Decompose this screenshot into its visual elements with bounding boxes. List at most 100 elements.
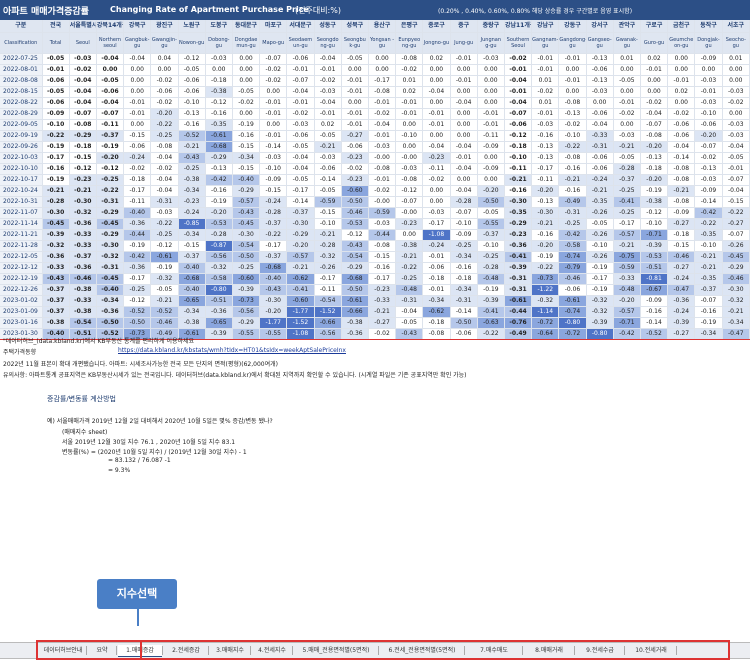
table-cell[interactable]: -0.15 [69, 152, 97, 164]
table-cell[interactable]: -0.19 [694, 317, 723, 329]
table-cell[interactable]: -0.01 [395, 97, 424, 109]
table-cell[interactable]: -0.59 [368, 207, 397, 219]
table-cell[interactable]: -0.04 [286, 163, 315, 175]
table-cell[interactable]: -0.61 [341, 295, 369, 307]
table-cell[interactable]: -0.18 [667, 229, 696, 241]
table-cell[interactable]: -0.33 [586, 130, 614, 142]
table-cell[interactable]: 0.02 [640, 53, 669, 65]
table-cell[interactable]: -0.29 [722, 262, 750, 274]
table-cell[interactable]: -0.04 [722, 185, 750, 197]
table-cell[interactable]: -0.13 [531, 141, 560, 153]
table-cell[interactable]: -0.01 [368, 130, 397, 142]
table-cell[interactable]: -0.26 [586, 229, 614, 241]
table-cell[interactable]: -0.04 [640, 108, 669, 120]
table-cell[interactable]: -0.45 [722, 251, 750, 263]
table-cell[interactable]: -0.25 [232, 262, 261, 274]
table-cell[interactable]: -0.01 [422, 284, 451, 296]
table-cell[interactable]: -0.38 [42, 317, 70, 329]
table-cell[interactable]: 0.00 [259, 119, 288, 131]
table-cell[interactable]: -0.17 [368, 273, 397, 285]
table-cell[interactable]: -0.09 [259, 174, 288, 186]
table-cell[interactable]: -0.08 [69, 119, 97, 131]
table-cell[interactable]: -0.18 [69, 141, 97, 153]
row-date[interactable]: 2022-10-31 [0, 196, 43, 208]
table-cell[interactable]: -0.01 [450, 53, 478, 65]
table-cell[interactable]: -0.27 [667, 328, 696, 340]
table-cell[interactable]: -0.21 [558, 174, 587, 186]
table-cell[interactable]: -0.37 [96, 130, 125, 142]
table-cell[interactable]: -0.14 [640, 317, 669, 329]
table-cell[interactable]: -0.60 [286, 295, 315, 307]
table-cell[interactable]: -0.32 [531, 295, 560, 307]
table-cell[interactable]: -0.33 [69, 229, 97, 241]
table-cell[interactable]: -0.14 [667, 152, 696, 164]
table-cell[interactable]: -0.54 [314, 295, 342, 307]
table-cell[interactable]: -0.01 [450, 152, 478, 164]
table-cell[interactable]: -0.49 [150, 328, 179, 340]
table-cell[interactable]: -0.06 [286, 130, 315, 142]
table-cell[interactable]: -0.18 [123, 174, 152, 186]
table-cell[interactable]: 0.00 [722, 75, 750, 87]
table-cell[interactable]: -0.03 [205, 53, 233, 65]
table-cell[interactable]: -0.05 [395, 317, 424, 329]
table-cell[interactable]: -0.04 [96, 53, 125, 65]
table-cell[interactable]: -0.34 [96, 295, 125, 307]
table-cell[interactable]: -0.02 [150, 97, 179, 109]
table-cell[interactable]: -0.37 [69, 251, 97, 263]
table-cell[interactable]: -0.08 [640, 130, 669, 142]
row-date[interactable]: 2022-10-17 [0, 174, 43, 186]
table-cell[interactable]: -0.01 [314, 64, 342, 76]
table-cell[interactable]: 0.00 [422, 64, 451, 76]
table-cell[interactable]: -0.19 [477, 284, 505, 296]
table-cell[interactable]: -0.01 [531, 64, 560, 76]
row-date[interactable]: 2022-11-28 [0, 240, 43, 252]
table-cell[interactable]: -0.06 [150, 86, 179, 98]
table-cell[interactable]: -0.13 [205, 163, 233, 175]
table-cell[interactable]: -0.12 [69, 163, 97, 175]
table-cell[interactable]: -0.04 [504, 97, 533, 109]
table-cell[interactable]: -0.19 [150, 262, 179, 274]
table-cell[interactable]: -0.20 [96, 152, 125, 164]
table-cell[interactable]: -0.39 [667, 317, 696, 329]
table-cell[interactable]: -0.19 [96, 141, 125, 153]
table-cell[interactable]: -0.06 [286, 53, 315, 65]
table-cell[interactable]: -0.43 [178, 152, 206, 164]
table-cell[interactable]: 0.00 [613, 119, 641, 131]
table-cell[interactable]: -0.46 [558, 273, 587, 285]
table-cell[interactable]: 0.00 [722, 108, 750, 120]
table-cell[interactable]: 0.01 [613, 53, 641, 65]
table-cell[interactable]: -0.01 [477, 108, 505, 120]
table-cell[interactable]: -0.21 [667, 185, 696, 197]
table-cell[interactable]: -0.23 [341, 152, 369, 164]
table-cell[interactable]: -1.77 [286, 306, 315, 318]
table-cell[interactable]: -0.10 [694, 240, 723, 252]
table-cell[interactable]: -0.09 [694, 53, 723, 65]
table-cell[interactable]: -0.30 [286, 218, 315, 230]
table-cell[interactable]: -0.12 [150, 240, 179, 252]
table-cell[interactable]: -0.05 [150, 284, 179, 296]
table-cell[interactable]: -0.16 [640, 306, 669, 318]
table-cell[interactable]: 0.00 [232, 53, 261, 65]
table-cell[interactable]: -0.34 [232, 152, 261, 164]
table-cell[interactable]: -0.17 [531, 163, 560, 175]
table-cell[interactable]: -0.71 [640, 229, 669, 241]
table-cell[interactable]: -0.81 [640, 273, 669, 285]
table-cell[interactable]: -0.02 [395, 64, 424, 76]
table-cell[interactable]: -0.50 [232, 251, 261, 263]
table-cell[interactable]: -0.38 [395, 240, 424, 252]
sheet-tab[interactable]: 2.전세증감 [172, 647, 200, 654]
table-cell[interactable]: -0.68 [205, 141, 233, 153]
table-cell[interactable]: -0.29 [504, 218, 533, 230]
row-date[interactable]: 2022-10-10 [0, 163, 43, 175]
housing-link[interactable]: https://data.kbland.kr/kbstats/wmh?tIdx=… [118, 347, 346, 354]
table-cell[interactable]: -0.13 [558, 108, 587, 120]
table-cell[interactable]: -0.51 [69, 328, 97, 340]
table-cell[interactable]: -0.29 [232, 185, 261, 197]
table-cell[interactable]: -0.31 [96, 262, 125, 274]
table-cell[interactable]: -0.06 [422, 262, 451, 274]
table-cell[interactable]: -0.30 [531, 207, 560, 219]
table-cell[interactable]: 0.00 [450, 119, 478, 131]
table-cell[interactable]: -0.66 [314, 317, 342, 329]
table-cell[interactable]: -0.13 [178, 108, 206, 120]
table-cell[interactable]: -0.26 [586, 251, 614, 263]
